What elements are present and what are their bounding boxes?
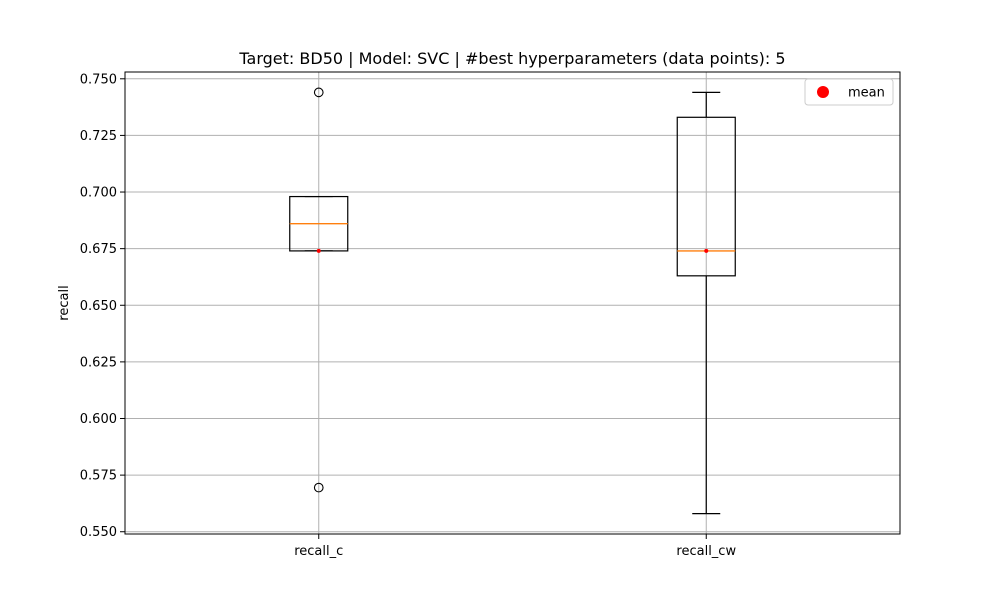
legend-frame <box>804 78 894 106</box>
outlier-point <box>313 87 324 98</box>
y-tick-label: 0.625 <box>80 355 117 370</box>
legend-mean-label: mean <box>848 86 885 101</box>
y-axis-label: recall <box>57 285 72 320</box>
x-tick-label: recall_c <box>294 544 343 559</box>
y-tick-label: 0.575 <box>80 469 117 484</box>
y-tick-label: 0.675 <box>80 242 117 257</box>
plot-frame <box>124 71 901 535</box>
tick-layer: 0.550 0.575 0.600 0.625 0.650 0.675 0.700 0.725… <box>80 72 737 559</box>
outlier-point <box>313 482 324 493</box>
iqr-box <box>676 116 736 277</box>
x-tick-label: recall_cw <box>676 544 736 559</box>
mean-marker <box>704 248 709 253</box>
box-recall_cw <box>676 91 736 515</box>
mean-marker <box>316 248 321 253</box>
y-tick-label: 0.725 <box>80 129 117 144</box>
chart-title: Target: BD50 | Model: SVC | #best hyperp… <box>238 49 785 68</box>
box-layer <box>289 87 736 515</box>
y-tick-label: 0.650 <box>80 299 117 314</box>
box-recall_c <box>289 87 349 493</box>
y-tick-label: 0.700 <box>80 186 117 201</box>
legend-mean-marker <box>817 86 829 98</box>
y-tick-label: 0.600 <box>80 412 117 427</box>
y-tick-label: 0.550 <box>80 525 117 540</box>
y-tick-label: 0.750 <box>80 72 117 87</box>
legend: mean <box>804 78 894 106</box>
